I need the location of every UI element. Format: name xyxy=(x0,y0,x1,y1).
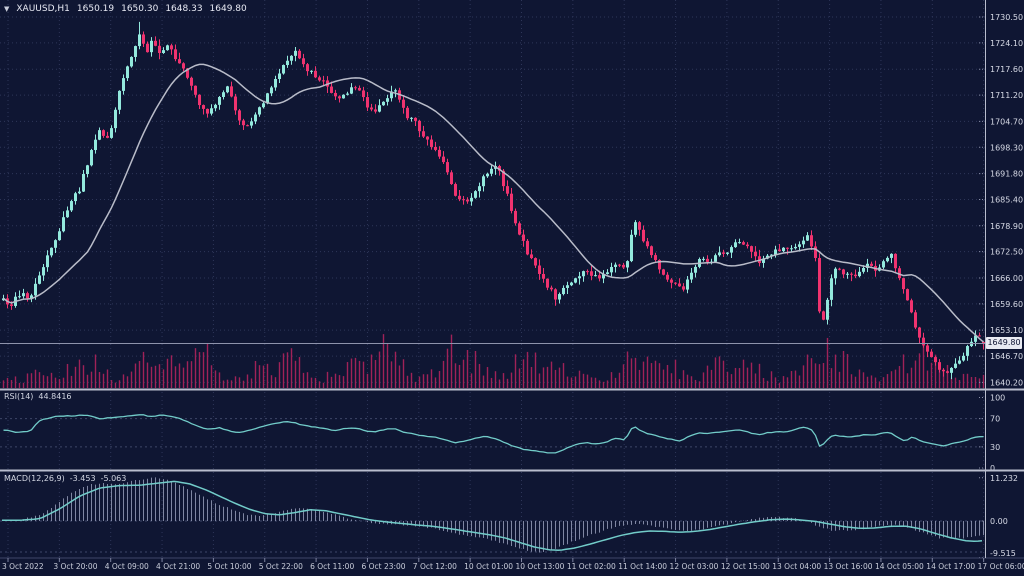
rsi-name: RSI(14) xyxy=(4,392,34,401)
svg-text:1685.40: 1685.40 xyxy=(990,195,1023,204)
symbol-timeframe: XAUUSD,H1 xyxy=(16,4,70,14)
grid-layer xyxy=(0,0,985,558)
svg-text:5 Oct 10:00: 5 Oct 10:00 xyxy=(207,562,251,571)
svg-text:-9.515: -9.515 xyxy=(990,549,1016,558)
svg-text:30: 30 xyxy=(990,443,1000,452)
svg-text:70: 70 xyxy=(990,415,1000,424)
macd-indicator-label: MACD(12,26,9) -3.453 -5.063 xyxy=(4,474,126,483)
svg-text:14 Oct 05:00: 14 Oct 05:00 xyxy=(875,562,924,571)
svg-text:1717.60: 1717.60 xyxy=(990,65,1023,74)
svg-text:11 Oct 14:00: 11 Oct 14:00 xyxy=(618,562,667,571)
svg-text:10 Oct 13:00: 10 Oct 13:00 xyxy=(516,562,565,571)
svg-text:12 Oct 15:00: 12 Oct 15:00 xyxy=(721,562,770,571)
ohlc-low: 1648.33 xyxy=(165,4,203,14)
svg-text:12 Oct 03:00: 12 Oct 03:00 xyxy=(670,562,719,571)
svg-text:4 Oct 21:00: 4 Oct 21:00 xyxy=(156,562,200,571)
time-axis[interactable]: 3 Oct 2022 3 Oct 20:00 4 Oct 09:00 4 Oct 21… xyxy=(2,558,1024,571)
svg-text:0.00: 0.00 xyxy=(990,517,1008,526)
rsi-indicator-label: RSI(14) 44.8416 xyxy=(4,392,72,401)
ohlc-close: 1649.80 xyxy=(209,4,247,14)
macd-main: -3.453 xyxy=(69,474,96,483)
svg-text:13 Oct 04:00: 13 Oct 04:00 xyxy=(772,562,821,571)
svg-text:11.232: 11.232 xyxy=(990,474,1018,483)
svg-text:6 Oct 23:00: 6 Oct 23:00 xyxy=(361,562,405,571)
svg-text:4 Oct 09:00: 4 Oct 09:00 xyxy=(105,562,149,571)
svg-text:1711.20: 1711.20 xyxy=(990,91,1023,100)
svg-text:1659.60: 1659.60 xyxy=(990,300,1023,309)
svg-text:1646.70: 1646.70 xyxy=(990,352,1023,361)
svg-text:14 Oct 17:00: 14 Oct 17:00 xyxy=(926,562,975,571)
panel-separators[interactable] xyxy=(0,0,1024,559)
candlestick-series xyxy=(2,21,985,380)
svg-text:3 Oct 2022: 3 Oct 2022 xyxy=(2,562,44,571)
rsi-value: 44.8416 xyxy=(38,392,72,401)
svg-text:17 Oct 06:00: 17 Oct 06:00 xyxy=(978,562,1024,571)
symbol-dropdown-icon[interactable]: ▼ xyxy=(4,4,10,13)
ohlc-high: 1650.30 xyxy=(121,4,159,14)
price-axis[interactable]: 1730.50 1724.10 1717.60 1711.20 1704.70 1698.… xyxy=(979,13,1023,387)
svg-text:1678.90: 1678.90 xyxy=(990,222,1023,231)
macd-signal: -5.063 xyxy=(100,474,127,483)
svg-text:1698.30: 1698.30 xyxy=(990,143,1023,152)
svg-text:1730.50: 1730.50 xyxy=(990,13,1023,22)
svg-text:1724.10: 1724.10 xyxy=(990,39,1023,48)
svg-text:100: 100 xyxy=(990,394,1005,403)
svg-text:13 Oct 16:00: 13 Oct 16:00 xyxy=(824,562,873,571)
svg-text:1691.80: 1691.80 xyxy=(990,170,1023,179)
macd-panel[interactable]: 11.232 0.00 -9.515 xyxy=(0,474,1018,559)
svg-text:1640.20: 1640.20 xyxy=(990,378,1023,387)
svg-text:1704.70: 1704.70 xyxy=(990,117,1023,126)
svg-text:1672.50: 1672.50 xyxy=(990,248,1023,257)
svg-text:0: 0 xyxy=(990,464,995,473)
volume-bars xyxy=(2,334,985,388)
ohlc-open: 1650.19 xyxy=(76,4,115,14)
svg-text:10 Oct 01:00: 10 Oct 01:00 xyxy=(464,562,513,571)
rsi-panel[interactable]: 100 70 30 0 xyxy=(0,394,1005,474)
last-price-tag: 1649.80 xyxy=(986,337,1022,349)
svg-text:3 Oct 20:00: 3 Oct 20:00 xyxy=(53,562,97,571)
svg-text:5 Oct 22:00: 5 Oct 22:00 xyxy=(259,562,303,571)
moving-average-line xyxy=(3,63,984,343)
svg-text:6 Oct 11:00: 6 Oct 11:00 xyxy=(310,562,354,571)
svg-text:1666.00: 1666.00 xyxy=(990,274,1023,283)
svg-text:1653.10: 1653.10 xyxy=(990,326,1023,335)
svg-text:7 Oct 12:00: 7 Oct 12:00 xyxy=(413,562,457,571)
macd-name: MACD(12,26,9) xyxy=(4,474,65,483)
last-price-value: 1649.80 xyxy=(987,338,1021,347)
chart-title: ▼ XAUUSD,H1 1650.19 1650.30 1648.33 1649… xyxy=(4,4,247,14)
svg-text:11 Oct 02:00: 11 Oct 02:00 xyxy=(567,562,616,571)
